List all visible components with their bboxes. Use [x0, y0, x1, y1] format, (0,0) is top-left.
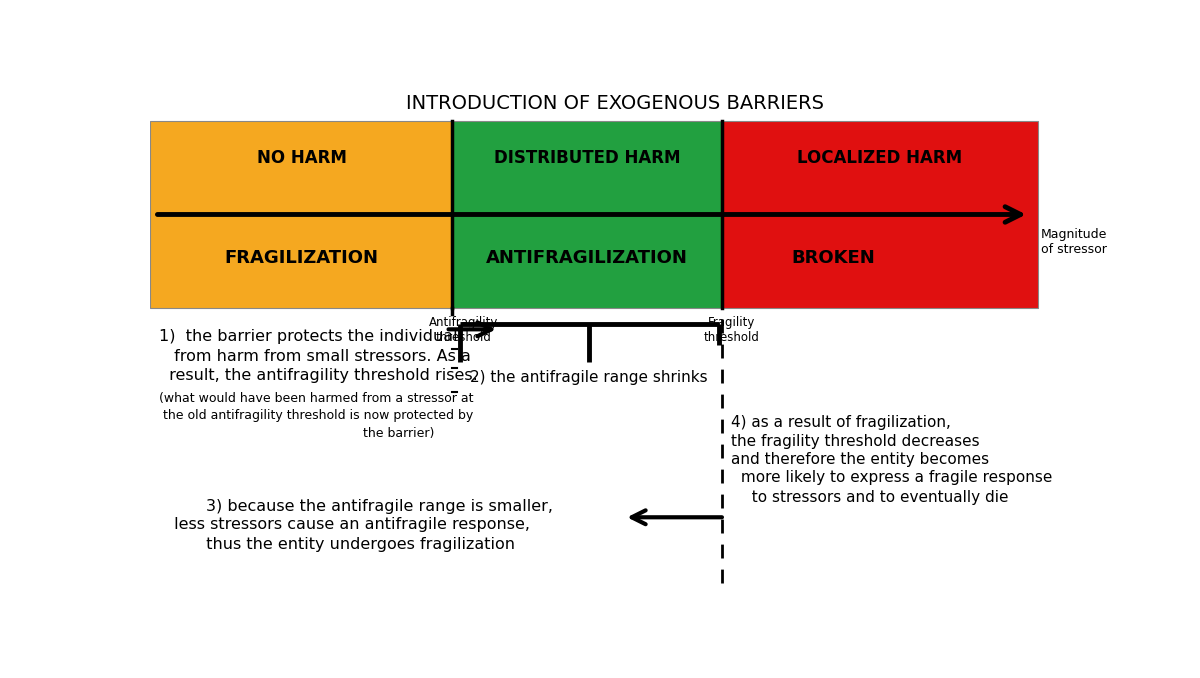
Text: and therefore the entity becomes: and therefore the entity becomes [731, 452, 989, 467]
Text: Magnitude
of stressor: Magnitude of stressor [1040, 228, 1108, 256]
Text: more likely to express a fragile response: more likely to express a fragile respons… [736, 471, 1052, 485]
Bar [452, 121, 722, 308]
Text: less stressors cause an antifragile response,: less stressors cause an antifragile resp… [168, 517, 529, 532]
Text: Fragility
threshold: Fragility threshold [703, 317, 760, 344]
Bar [150, 121, 452, 308]
Text: from harm from small stressors. As a: from harm from small stressors. As a [168, 348, 470, 363]
Text: 4) as a result of fragilization,: 4) as a result of fragilization, [731, 416, 952, 431]
Text: result, the antifragility threshold rises.: result, the antifragility threshold rise… [164, 368, 478, 383]
Text: LOCALIZED HARM: LOCALIZED HARM [798, 149, 962, 167]
Text: the fragility threshold decreases: the fragility threshold decreases [731, 434, 980, 449]
Text: to stressors and to eventually die: to stressors and to eventually die [743, 490, 1009, 504]
Text: INTRODUCTION OF EXOGENOUS BARRIERS: INTRODUCTION OF EXOGENOUS BARRIERS [406, 94, 824, 113]
Text: 2) the antifragile range shrinks: 2) the antifragile range shrinks [470, 370, 708, 384]
Text: 1)  the barrier protects the individual: 1) the barrier protects the individual [160, 330, 458, 344]
Text: BROKEN: BROKEN [792, 249, 876, 266]
Text: DISTRIBUTED HARM: DISTRIBUTED HARM [494, 149, 680, 167]
Text: NO HARM: NO HARM [257, 149, 347, 167]
Text: thus the entity undergoes fragilization: thus the entity undergoes fragilization [197, 536, 516, 552]
Text: the barrier): the barrier) [271, 427, 434, 440]
Bar [722, 121, 1038, 308]
Text: Antifragility
threshold: Antifragility threshold [428, 317, 498, 344]
Text: (what would have been harmed from a stressor at: (what would have been harmed from a stre… [160, 392, 474, 405]
Text: FRAGILIZATION: FRAGILIZATION [224, 249, 378, 266]
Text: the old antifragility threshold is now protected by: the old antifragility threshold is now p… [160, 410, 474, 422]
Text: ANTIFRAGILIZATION: ANTIFRAGILIZATION [486, 249, 688, 266]
Text: 3) because the antifragile range is smaller,: 3) because the antifragile range is smal… [206, 499, 553, 514]
